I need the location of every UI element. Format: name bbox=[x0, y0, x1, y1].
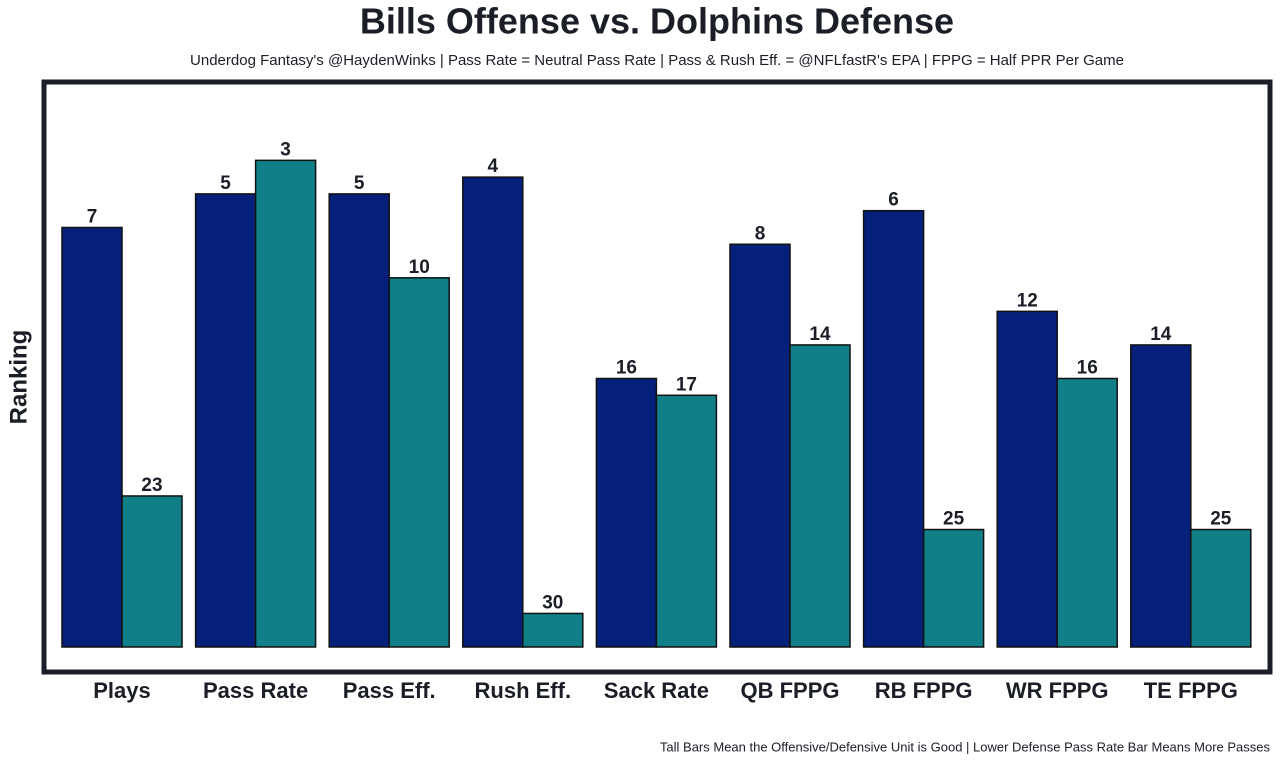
x-tick-label: Plays bbox=[93, 678, 151, 703]
bar bbox=[121, 495, 183, 648]
data-label: 17 bbox=[676, 374, 697, 395]
bar bbox=[862, 209, 925, 648]
data-label: 14 bbox=[809, 324, 831, 345]
data-label: 25 bbox=[1210, 509, 1232, 530]
x-tick-label: Pass Eff. bbox=[343, 678, 436, 703]
data-label: 6 bbox=[888, 190, 899, 211]
bar bbox=[996, 310, 1058, 648]
bar bbox=[328, 193, 390, 648]
bar bbox=[462, 176, 524, 648]
data-label: 3 bbox=[280, 139, 291, 160]
x-tick-label: TE FPPG bbox=[1144, 678, 1238, 703]
bar bbox=[522, 612, 584, 648]
footnote: Tall Bars Mean the Offensive/Defensive U… bbox=[660, 739, 1271, 754]
chart-subtitle: Underdog Fantasy's @HaydenWinks | Pass R… bbox=[190, 52, 1124, 69]
data-label: 30 bbox=[542, 592, 563, 613]
data-label: 4 bbox=[488, 156, 499, 177]
data-label: 8 bbox=[755, 223, 766, 244]
bar bbox=[729, 243, 791, 648]
x-tick-label: Pass Rate bbox=[203, 678, 308, 703]
data-label: 25 bbox=[943, 509, 965, 530]
x-tick-label: QB FPPG bbox=[740, 678, 839, 703]
data-label: 5 bbox=[220, 173, 231, 194]
x-tick-label: Rush Eff. bbox=[475, 678, 572, 703]
x-tick-label: Sack Rate bbox=[604, 678, 709, 703]
x-tick-label: WR FPPG bbox=[1006, 678, 1109, 703]
data-label: 5 bbox=[354, 173, 365, 194]
data-label: 23 bbox=[141, 475, 162, 496]
data-label: 14 bbox=[1150, 324, 1172, 345]
data-label: 12 bbox=[1017, 290, 1038, 311]
bar bbox=[61, 226, 123, 648]
y-axis-label: Ranking bbox=[5, 330, 32, 425]
bar bbox=[254, 159, 317, 648]
bar bbox=[1056, 377, 1118, 648]
plot-frame bbox=[41, 79, 1273, 675]
chart-title: Bills Offense vs. Dolphins Defense bbox=[360, 1, 954, 42]
bar bbox=[922, 528, 985, 648]
bar bbox=[194, 193, 257, 648]
bar bbox=[1190, 528, 1252, 648]
data-label: 16 bbox=[1077, 358, 1098, 379]
data-label: 7 bbox=[87, 206, 98, 227]
data-label: 10 bbox=[409, 257, 430, 278]
bar bbox=[1130, 344, 1192, 648]
bar bbox=[388, 277, 450, 648]
bar bbox=[655, 394, 718, 648]
x-tick-label: RB FPPG bbox=[875, 678, 973, 703]
data-label: 16 bbox=[616, 358, 637, 379]
bar bbox=[789, 344, 851, 648]
bar bbox=[595, 377, 658, 648]
